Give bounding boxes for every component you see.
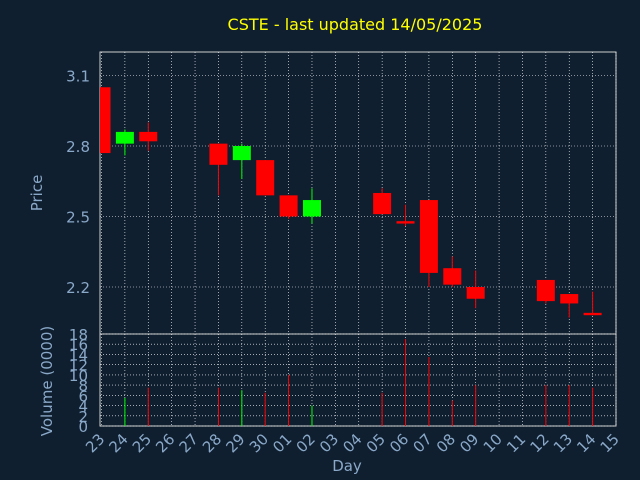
x-tick-label: 12 [526, 430, 552, 456]
volume-y-tick-label: 10 [69, 367, 88, 385]
price-y-tick-label: 2.8 [66, 138, 90, 156]
candle-body [536, 279, 555, 302]
x-tick-label: 04 [339, 430, 365, 456]
candle-body [396, 221, 415, 224]
price-panel: 2.2 2.5 2.8 3.1 Price [28, 51, 617, 335]
candles [100, 87, 602, 318]
x-tick-label: 11 [503, 430, 529, 456]
x-tick-labels: 2324252627282930010203040506070809101112… [82, 430, 623, 456]
x-tick-label: 13 [550, 430, 576, 456]
volume-gridlines [100, 333, 617, 427]
candle-body [232, 146, 251, 161]
volume-y-tick-label: 14 [69, 346, 88, 364]
volume-y-tick-label: 4 [78, 398, 88, 416]
price-y-tick-label: 3.1 [66, 68, 90, 86]
candle-body [466, 287, 485, 299]
candle-body [583, 312, 602, 316]
x-tick-label: 30 [246, 430, 272, 456]
x-tick-label: 29 [222, 430, 248, 456]
x-axis-label: Day [332, 457, 362, 475]
x-tick-label: 02 [293, 430, 319, 456]
candle-body [279, 195, 298, 217]
chart-title: CSTE - last updated 14/05/2025 [228, 15, 483, 34]
x-tick-label: 05 [363, 430, 389, 456]
x-tick-label: 06 [386, 430, 412, 456]
x-tick-label: 01 [269, 430, 295, 456]
volume-y-tick-label: 6 [78, 387, 88, 405]
volume-y-tick-label: 12 [69, 357, 88, 375]
price-y-tick-label: 2.5 [66, 209, 90, 227]
volume-y-tick-label: 8 [78, 377, 88, 395]
x-tick-label: 25 [129, 430, 155, 456]
volume-y-tick-label: 18 [69, 326, 88, 344]
candle-body [560, 294, 579, 304]
volume-y-tick-label: 16 [69, 336, 88, 354]
price-axis-label: Price [28, 175, 46, 212]
x-tick-label: 27 [176, 430, 202, 456]
volume-y-tick-label: 0 [78, 418, 88, 436]
volume-axis-label: Volume (0000) [38, 326, 56, 436]
candle-body [209, 143, 228, 165]
x-tick-label: 14 [573, 430, 599, 456]
candle-body [373, 193, 392, 215]
candle-body [443, 268, 462, 285]
candle-body [302, 200, 321, 217]
x-tick-label: 28 [199, 430, 225, 456]
x-tick-label: 10 [480, 430, 506, 456]
price-y-tick-label: 2.2 [66, 279, 90, 297]
candle-body [115, 131, 134, 144]
x-tick-label: 08 [433, 430, 459, 456]
x-tick-label: 09 [456, 430, 482, 456]
candle-body [256, 160, 275, 196]
x-tick-label: 07 [410, 430, 436, 456]
volume-y-tick-label: 2 [78, 408, 88, 426]
x-tick-label: 26 [152, 430, 178, 456]
volume-plot-frame [99, 333, 617, 427]
candle-body [100, 87, 111, 154]
price-y-tick-labels: 2.2 2.5 2.8 3.1 [66, 68, 90, 298]
volume-bars [124, 339, 594, 426]
candle-body [419, 200, 438, 273]
x-tick-label: 15 [597, 430, 623, 456]
x-tick-label: 03 [316, 430, 342, 456]
candle-body [139, 131, 158, 142]
x-tick-label: 24 [105, 430, 131, 456]
